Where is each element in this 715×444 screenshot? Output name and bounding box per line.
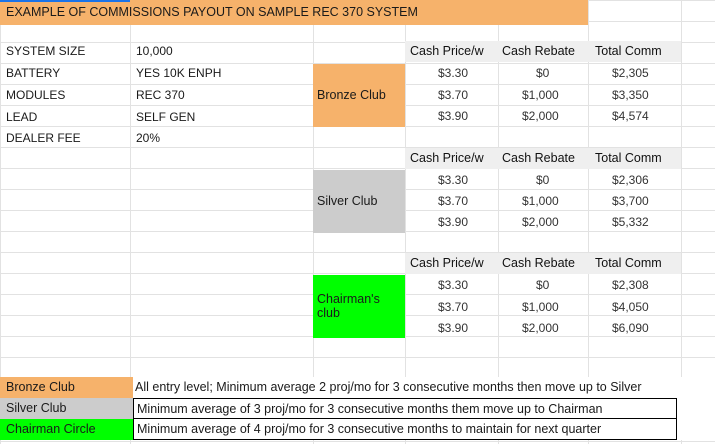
bronze-comm-1[interactable]: $2,305 [612,66,649,80]
tier-label-silver[interactable]: Silver Club [313,170,405,233]
header-cash-rebate[interactable]: Cash Rebate [502,44,575,58]
spec-label-battery[interactable]: BATTERY [6,66,61,80]
chairman-price-1[interactable]: $3.30 [438,278,469,292]
tier-name: Chairman's club [317,292,380,320]
header-cash-rebate[interactable]: Cash Rebate [502,256,575,270]
bronze-price-1[interactable]: $3.30 [438,66,469,80]
header-total-comm[interactable]: Total Comm [595,256,662,270]
tier-label-chairman[interactable]: Chairman's club [313,275,405,338]
silver-comm-1[interactable]: $2,306 [612,173,649,187]
spec-label-lead[interactable]: LEAD [6,110,38,124]
column-divider [498,0,499,444]
legend-desc-chairman[interactable]: Minimum average of 4 proj/mo for 3 conse… [133,419,677,440]
silver-price-1[interactable]: $3.30 [438,173,469,187]
tier-legend: Bronze Club All entry level; Minimum ave… [0,377,715,440]
legend-row-chairman: Chairman Circle Minimum average of 4 pro… [0,419,715,440]
spec-value-dealer-fee[interactable]: 20% [136,131,161,145]
chairman-rebate-2[interactable]: $1,000 [522,300,559,314]
header-row: Cash Price/w Cash Rebate Total Comm [405,253,681,274]
bronze-rebate-3[interactable]: $2,000 [522,109,559,123]
bronze-price-3[interactable]: $3.90 [438,109,469,123]
bronze-price-2[interactable]: $3.70 [438,88,469,102]
header-cash-price[interactable]: Cash Price/w [410,151,484,165]
tier-label-bronze[interactable]: Bronze Club [313,64,405,127]
silver-comm-2[interactable]: $3,700 [612,194,649,208]
silver-rebate-1[interactable]: $0 [536,173,550,187]
spec-label-modules[interactable]: MODULES [6,88,66,102]
silver-comm-3[interactable]: $5,332 [612,215,649,229]
spec-label-dealer-fee[interactable]: DEALER FEE [6,131,81,145]
silver-rebate-2[interactable]: $1,000 [522,194,559,208]
chairman-comm-3[interactable]: $6,090 [612,321,649,335]
bronze-rebate-2[interactable]: $1,000 [522,88,559,102]
spec-value-battery[interactable]: YES 10K ENPH [136,66,222,80]
column-divider [681,0,682,444]
chairman-rebate-1[interactable]: $0 [536,278,550,292]
silver-price-2[interactable]: $3.70 [438,194,469,208]
header-total-comm[interactable]: Total Comm [595,44,662,58]
header-cash-price[interactable]: Cash Price/w [410,256,484,270]
bronze-rebate-1[interactable]: $0 [536,66,550,80]
chairman-rebate-3[interactable]: $2,000 [522,321,559,335]
legend-name-chairman[interactable]: Chairman Circle [0,419,133,440]
spec-value-modules[interactable]: REC 370 [136,88,185,102]
legend-desc-silver[interactable]: Minimum average of 3 proj/mo for 3 conse… [133,398,677,419]
legend-desc-bronze[interactable]: All entry level; Minimum average 2 proj/… [135,380,642,394]
header-row: Cash Price/w Cash Rebate Total Comm [405,41,681,62]
column-divider [130,0,131,444]
bronze-comm-2[interactable]: $3,350 [612,88,649,102]
legend-name-bronze[interactable]: Bronze Club [0,377,133,398]
legend-row-silver: Silver Club Minimum average of 3 proj/mo… [0,398,715,419]
chairman-price-2[interactable]: $3.70 [438,300,469,314]
legend-name-silver[interactable]: Silver Club [0,398,133,419]
header-row: Cash Price/w Cash Rebate Total Comm [405,148,681,169]
tier-name: Bronze Club [317,88,386,102]
chairman-comm-1[interactable]: $2,308 [612,278,649,292]
silver-price-3[interactable]: $3.90 [438,215,469,229]
sheet-title: EXAMPLE OF COMMISSIONS PAYOUT ON SAMPLE … [6,5,418,19]
spec-value-system-size[interactable]: 10,000 [136,44,173,58]
selection-indicator [0,0,130,2]
column-divider [405,0,406,444]
tier-name: Silver Club [317,194,378,208]
legend-row-bronze: Bronze Club All entry level; Minimum ave… [0,377,715,398]
sheet-title-cell[interactable]: EXAMPLE OF COMMISSIONS PAYOUT ON SAMPLE … [0,0,588,25]
spec-label-system-size[interactable]: SYSTEM SIZE [6,44,86,58]
chairman-comm-2[interactable]: $4,050 [612,300,649,314]
header-total-comm[interactable]: Total Comm [595,151,662,165]
spec-value-lead[interactable]: SELF GEN [136,110,196,124]
bronze-comm-3[interactable]: $4,574 [612,109,649,123]
silver-rebate-3[interactable]: $2,000 [522,215,559,229]
header-cash-price[interactable]: Cash Price/w [410,44,484,58]
header-cash-rebate[interactable]: Cash Rebate [502,151,575,165]
column-divider [588,0,589,444]
chairman-price-3[interactable]: $3.90 [438,321,469,335]
